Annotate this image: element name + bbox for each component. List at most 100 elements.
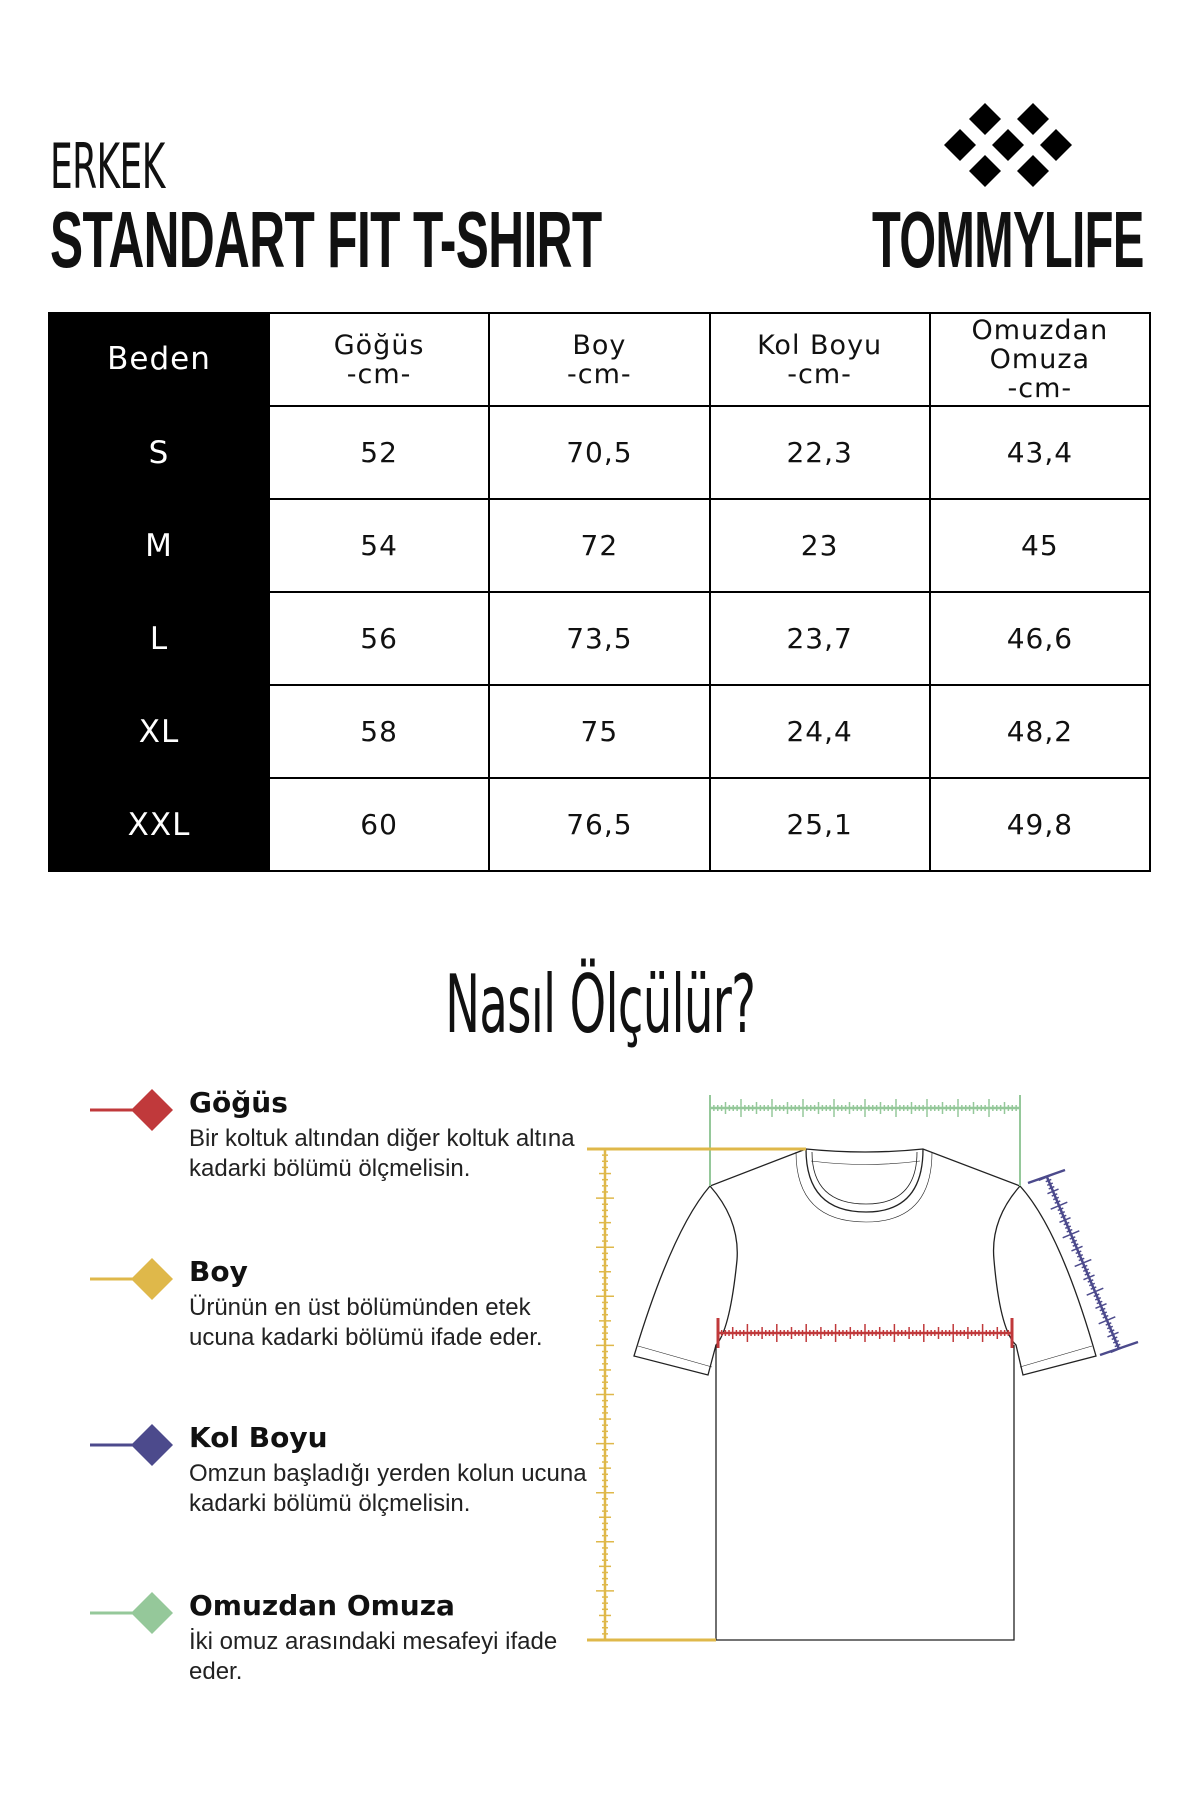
diamond-icon (131, 1424, 173, 1466)
ruler-tick (1112, 1339, 1120, 1344)
page-title: STANDART FIT T-SHIRT (50, 195, 602, 284)
measurement-cell: 60 (267, 777, 491, 872)
ruler-tick (1108, 1329, 1115, 1333)
legend-item-shoulder: Omuzdan Omuza İki omuz arasındaki mesafey… (189, 1589, 589, 1687)
legend-item-sleeve: Kol Boyu Omzun başladığı yerden kolun ucu… (189, 1421, 589, 1519)
ruler-tick (1063, 1221, 1070, 1226)
col-header-shoulder: Omuzdan Omuza -cm- (928, 312, 1152, 407)
measurement-cell: 23 (708, 498, 931, 593)
legend-description: Bir koltuk altından diğer koltuk altına … (189, 1125, 575, 1182)
ruler-tick (1082, 1268, 1090, 1273)
table-row: XXL 60 76,5 25,1 49,8 (48, 777, 1152, 872)
measurement-cell: 52 (267, 405, 491, 500)
table-header-row: Beden Göğüs -cm- Boy -cm- Kol Boyu -cm- Omu… (48, 312, 1152, 407)
measurement-cell: 70,5 (488, 405, 711, 500)
ruler-tick (1070, 1239, 1078, 1244)
measurement-cell: 46,6 (928, 591, 1152, 686)
ruler-tick (1100, 1311, 1108, 1316)
ruler-tick (1071, 1245, 1083, 1252)
ruler-tick (1048, 1185, 1055, 1190)
ruler-tick (1087, 1279, 1094, 1283)
ruler-tick (1107, 1331, 1119, 1338)
size-cell: XL (48, 684, 270, 779)
col-header-sleeve: Kol Boyu -cm- (708, 312, 931, 407)
ruler-tick (1086, 1287, 1104, 1296)
measurement-cell: 76,5 (488, 777, 711, 872)
measurement-cell: 72 (488, 498, 711, 593)
category-label: ERKEK (50, 130, 165, 203)
tshirt-outline (633, 1148, 1097, 1641)
ruler-tick (1076, 1253, 1084, 1258)
ruler-tick (1074, 1258, 1092, 1268)
legend-description: İki omuz arasındaki mesafeyi ifade eder. (189, 1628, 558, 1685)
ruler-tick (1111, 1336, 1118, 1341)
ruler-tick (1046, 1182, 1054, 1187)
measurement-cell: 49,8 (928, 777, 1152, 872)
measurement-cell: 23,7 (708, 591, 931, 686)
ruler-tick (1062, 1230, 1080, 1239)
measurement-cell: 48,2 (928, 684, 1152, 779)
table-row: XL 58 75 24,4 48,2 (48, 684, 1152, 779)
diamond-cluster-logo-icon (944, 103, 1072, 187)
table-row: S 52 70,5 22,3 43,4 (48, 405, 1152, 500)
size-cell: L (48, 591, 270, 686)
measurement-cell: 22,3 (708, 405, 931, 500)
measurement-cell: 54 (267, 498, 491, 593)
measurement-cell: 43,4 (928, 405, 1152, 500)
size-cell: XXL (48, 777, 270, 872)
measurement-cell: 56 (267, 591, 491, 686)
legend-title: Kol Boyu (189, 1421, 328, 1454)
ruler-tick (1052, 1196, 1060, 1201)
ruler-tick (1095, 1302, 1107, 1310)
legend-description: Ürünün en üst bölümünden etek ucuna kada… (189, 1294, 543, 1351)
size-table: Beden Göğüs -cm- Boy -cm- Kol Boyu -cm- Omu… (48, 312, 1152, 872)
ruler-tick (1114, 1343, 1121, 1348)
ruler-tick (1088, 1282, 1096, 1287)
ruler-tick (1110, 1344, 1128, 1354)
col-header-length: Boy -cm- (488, 312, 711, 407)
col-header-size: Beden (48, 312, 270, 407)
ruler-tick (1069, 1236, 1076, 1240)
ruler-tick (1084, 1271, 1091, 1276)
ruler-tick (1058, 1210, 1066, 1215)
ruler-tick (1081, 1264, 1088, 1269)
size-cell: S (48, 405, 270, 500)
ruler-tick (1050, 1201, 1068, 1210)
ruler-tick (1096, 1300, 1103, 1305)
legend-title: Boy (189, 1255, 248, 1288)
measurement-cell: 45 (928, 498, 1152, 593)
ruler-tick (1075, 1250, 1082, 1255)
ruler-tick (1098, 1316, 1116, 1325)
measurement-cell: 24,4 (708, 684, 931, 779)
ruler-tick (1038, 1172, 1056, 1182)
ruler-tick (1102, 1314, 1109, 1319)
ruler-tick (1072, 1243, 1079, 1247)
ruler-tick (1060, 1214, 1067, 1219)
ruler-tick (1064, 1225, 1072, 1230)
ruler-tick (1090, 1286, 1097, 1290)
measurement-cell: 73,5 (488, 591, 711, 686)
diamond-icon (131, 1258, 173, 1300)
measurement-cell: 58 (267, 684, 491, 779)
ruler-tick (1047, 1188, 1059, 1195)
ruler-tick (1059, 1216, 1071, 1224)
legend-title: Göğüs (189, 1086, 288, 1119)
ruler-tick (1106, 1325, 1114, 1330)
table-row: M 54 72 23 45 (48, 498, 1152, 593)
ruler-tick (1066, 1228, 1073, 1233)
brand-name: TOMMYLIFE (872, 195, 1144, 284)
size-cell: M (48, 498, 270, 593)
measurement-cell: 25,1 (708, 777, 931, 872)
ruler-tick (1057, 1207, 1064, 1212)
legend-item-chest: Göğüs Bir koltuk altından diğer koltuk al… (189, 1086, 589, 1184)
guide-title: Nasıl Ölçülür? (444, 958, 756, 1051)
ruler-tick (1045, 1178, 1052, 1183)
legend-description: Omzun başladığı yerden kolun ucuna kadar… (189, 1460, 587, 1517)
table-row: L 56 73,5 23,7 46,6 (48, 591, 1152, 686)
col-header-chest: Göğüs -cm- (267, 312, 491, 407)
legend-item-length: Boy Ürünün en üst bölümünden etek ucuna k… (189, 1255, 589, 1353)
diamond-icon (131, 1592, 173, 1634)
ruler-tick (1051, 1193, 1058, 1197)
ruler-tick (1105, 1322, 1112, 1326)
ruler-tick (1078, 1257, 1085, 1262)
